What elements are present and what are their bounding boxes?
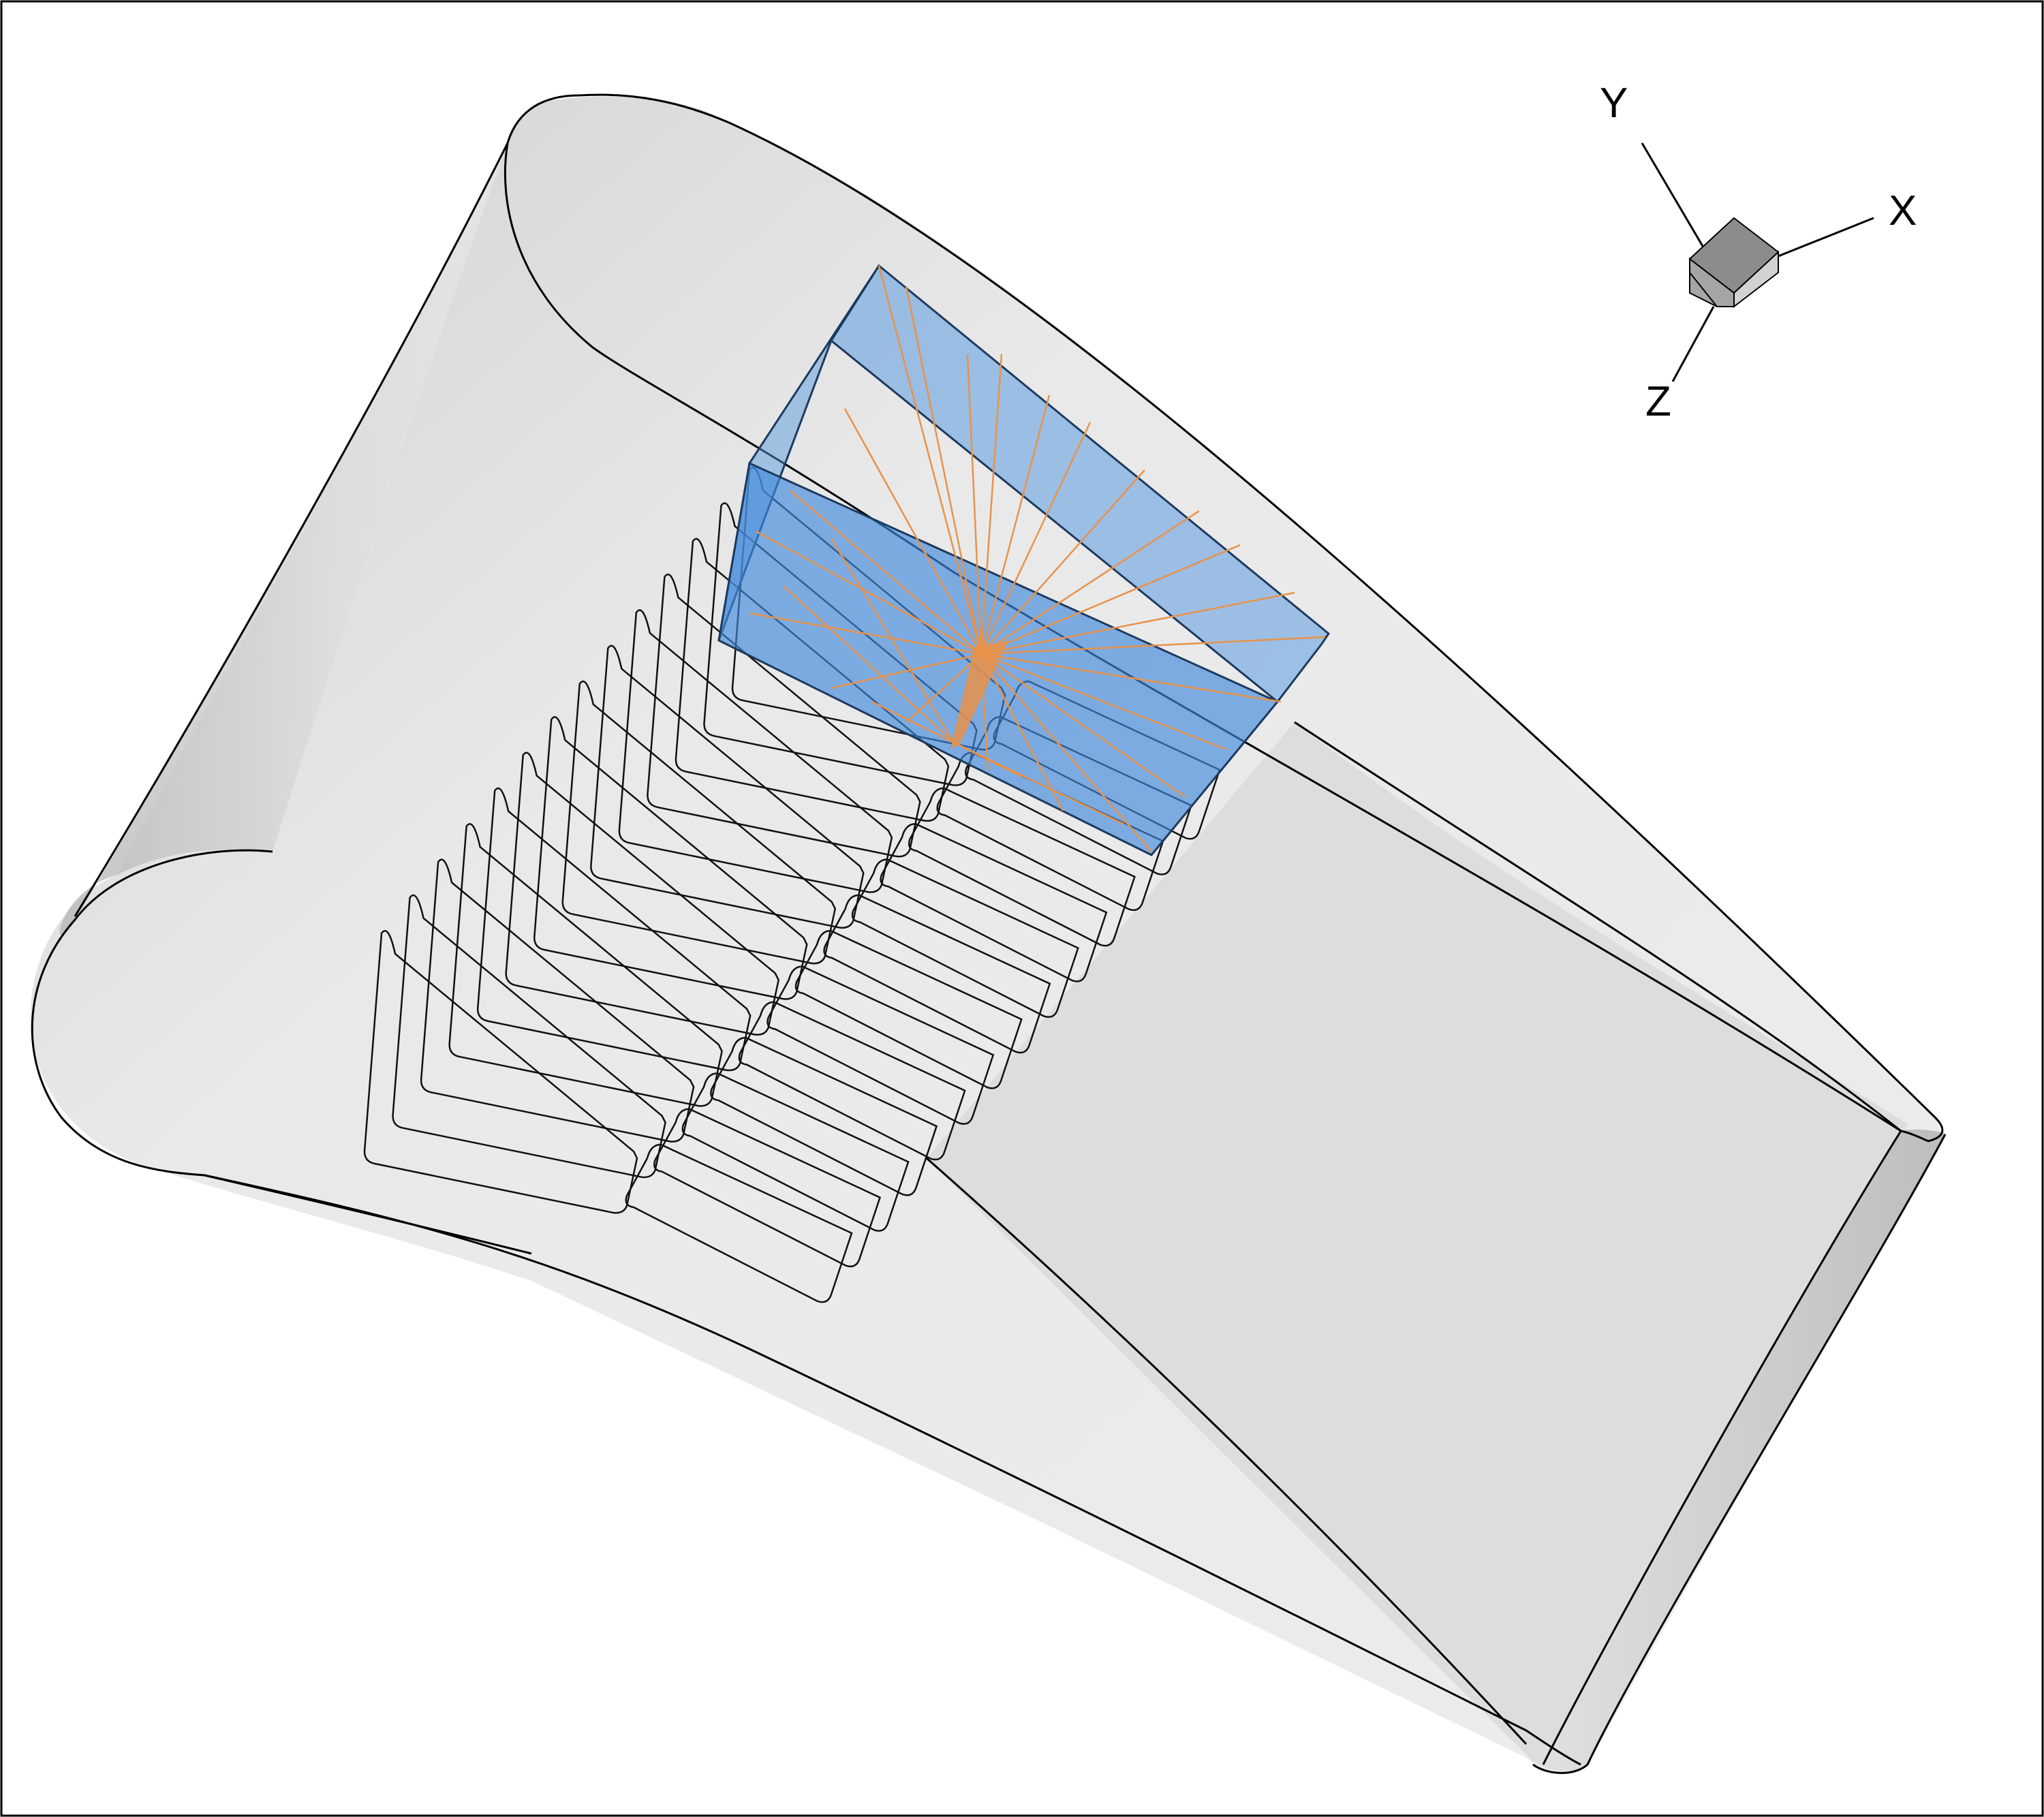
rib-outline-left <box>675 538 950 822</box>
rib-outline-left <box>363 930 638 1214</box>
x-axis-label: X <box>1889 187 1917 234</box>
rib-outline-left <box>561 680 837 965</box>
bay-fan-line <box>790 490 982 655</box>
rib-outline-left <box>392 894 666 1179</box>
rib-outline-right <box>766 965 995 1125</box>
trailing-edge-surface <box>1543 1129 1945 1771</box>
bay-fan-line <box>878 265 982 655</box>
rib-outline-right <box>908 787 1136 947</box>
bay-fan-line <box>953 741 1125 826</box>
y-axis-label: Y <box>1600 80 1628 127</box>
bay-fan-line <box>980 591 1295 655</box>
rib-outline-left <box>647 573 921 858</box>
bay-fan-line <box>980 653 1186 798</box>
bay-fan-line <box>980 636 1326 655</box>
axes-cube <box>1688 217 1780 309</box>
rib-outline-right <box>880 822 1108 982</box>
rib-outline-left <box>420 858 695 1143</box>
rib-outline-right <box>681 1072 910 1232</box>
z-axis-label: Z <box>1645 378 1671 425</box>
bay-fan-line <box>749 612 982 655</box>
bay-fan-line <box>980 544 1241 655</box>
bay-fan-line <box>980 653 1152 852</box>
x-axis-line <box>1771 217 1874 260</box>
root-section <box>31 849 532 1255</box>
bay-fan-line <box>980 469 1145 655</box>
bay-fan-line <box>783 585 955 743</box>
bay-fan-line <box>830 538 955 743</box>
bay-fan-line <box>980 510 1200 655</box>
bay-fan-line <box>966 354 982 655</box>
rib-outline-left <box>448 823 723 1107</box>
rib-outline-left <box>703 502 978 786</box>
y-axis-line <box>1641 142 1712 260</box>
bay-fan-line <box>980 653 1282 703</box>
bay-fan-line <box>843 408 982 655</box>
bay-fan-line <box>905 285 982 655</box>
rib-outline-right <box>823 894 1051 1054</box>
leading-edge-surface <box>59 143 508 935</box>
axes-triad: Y X Z <box>1600 80 1917 425</box>
rib-outline-right <box>851 858 1079 1019</box>
rib-outline-right <box>794 929 1023 1089</box>
bay-spar-strip <box>950 640 1008 749</box>
bay-fan-line <box>980 653 1064 811</box>
bay-fan-line <box>831 653 982 689</box>
bay-fan-line <box>980 653 1227 751</box>
rib-outline-left <box>476 787 752 1072</box>
bay-fan-line <box>980 394 1051 655</box>
rib-outline-right <box>653 1108 882 1268</box>
rib-outline-left <box>533 716 808 1000</box>
rib-outline-left <box>590 645 865 929</box>
wing-outline <box>74 93 1947 1774</box>
bay-fan-line <box>980 422 1091 655</box>
highlighted-bay <box>717 264 1331 856</box>
z-axis-line <box>1671 306 1715 382</box>
bay-orange-lines <box>749 265 1326 852</box>
rib-outline-right <box>738 1001 966 1161</box>
rib-outline-left <box>618 609 893 893</box>
bay-fan-line <box>756 530 982 655</box>
bay-fan-line <box>980 354 1003 655</box>
rib-outline-right <box>710 1036 938 1196</box>
rib-outline-left <box>505 751 780 1036</box>
bay-fan-line <box>871 700 955 744</box>
rib-outline-right <box>625 1143 853 1303</box>
